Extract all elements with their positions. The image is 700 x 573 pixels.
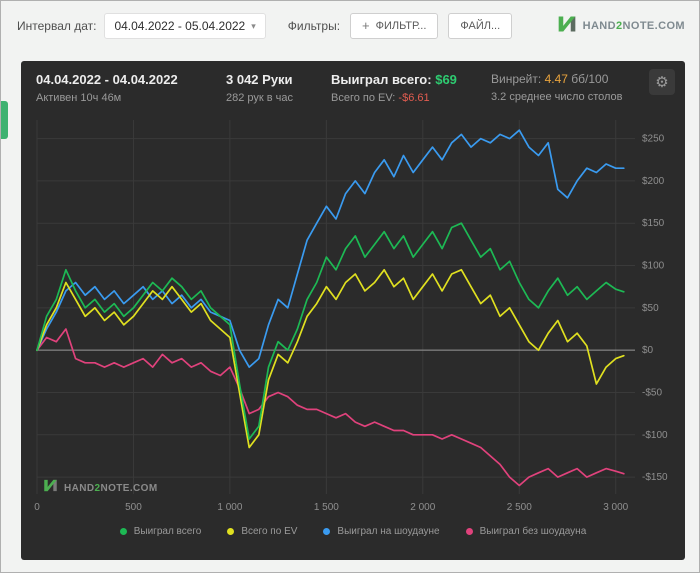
legend-dot xyxy=(227,528,235,535)
legend-item-non-showdown[interactable]: Выиграл без шоудауна xyxy=(465,526,587,537)
stats-panel: 04.04.2022 - 04.04.2022 Активен 10ч 46м … xyxy=(21,61,685,560)
svg-text:-$150: -$150 xyxy=(642,472,668,483)
legend-item-showdown[interactable]: Выиграл на шоудауне xyxy=(323,526,440,537)
legend-label: Выиграл без шоудауна xyxy=(479,526,587,537)
winrate-value: 4.47 xyxy=(544,72,568,86)
legend: Выиграл всего Всего по EV Выиграл на шоу… xyxy=(21,526,685,537)
side-panel-tab[interactable] xyxy=(1,101,8,139)
session-date-range: 04.04.2022 - 04.04.2022 xyxy=(36,72,178,87)
ev-label: Всего по EV: xyxy=(331,92,396,104)
legend-label: Всего по EV xyxy=(241,526,298,537)
legend-dot xyxy=(323,528,331,535)
chevron-down-icon: ▾ xyxy=(251,20,256,31)
interval-label: Интервал дат: xyxy=(17,19,97,33)
session-active-time: Активен 10ч 46м xyxy=(36,92,122,104)
svg-text:2 000: 2 000 xyxy=(410,502,435,513)
svg-text:3 000: 3 000 xyxy=(603,502,628,513)
stat-winnings: Выиграл всего: $69 Всего по EV: -$6.61 xyxy=(331,72,491,104)
chart-watermark: HAND2NOTE.COM xyxy=(43,478,158,498)
stats-header: 04.04.2022 - 04.04.2022 Активен 10ч 46м … xyxy=(21,61,685,104)
svg-text:$200: $200 xyxy=(642,176,665,187)
svg-text:$50: $50 xyxy=(642,303,659,314)
hand2note-h-icon xyxy=(557,14,577,39)
svg-text:$150: $150 xyxy=(642,218,665,229)
gear-icon: ⚙ xyxy=(655,74,669,91)
date-range-dropdown[interactable]: 04.04.2022 - 05.04.2022 ▾ xyxy=(104,13,266,39)
chart: 0 500 1 000 1 500 2 000 2 500 3 000 $250 $200 $15… xyxy=(31,116,675,516)
svg-text:$0: $0 xyxy=(642,345,654,356)
stat-session: 04.04.2022 - 04.04.2022 Активен 10ч 46м xyxy=(36,72,226,104)
svg-text:-$50: -$50 xyxy=(642,387,662,398)
stat-hands: 3 042 Руки 282 рук в час xyxy=(226,72,331,104)
plus-icon: + xyxy=(362,18,370,33)
file-button[interactable]: ФАЙЛ... xyxy=(448,13,513,39)
watermark-text: HAND2NOTE.COM xyxy=(64,482,158,494)
date-range-value: 04.04.2022 - 05.04.2022 xyxy=(114,19,246,33)
add-filter-button[interactable]: + ФИЛЬТР... xyxy=(350,13,439,39)
svg-text:$100: $100 xyxy=(642,261,665,272)
svg-text:0: 0 xyxy=(34,502,40,513)
svg-text:1 500: 1 500 xyxy=(314,502,339,513)
winrate-label: Винрейт: xyxy=(491,72,542,86)
topbar: Интервал дат: 04.04.2022 - 05.04.2022 ▾ … xyxy=(1,1,699,51)
ev-value: -$6.61 xyxy=(398,92,430,104)
hand2note-h-icon xyxy=(43,478,58,498)
svg-text:500: 500 xyxy=(125,502,142,513)
tables-average: 3.2 среднее число столов xyxy=(491,91,623,103)
svg-text:2 500: 2 500 xyxy=(507,502,532,513)
svg-text:$250: $250 xyxy=(642,134,665,145)
hands-per-hour: 282 рук в час xyxy=(226,92,294,104)
legend-label: Выиграл на шоудауне xyxy=(337,526,440,537)
hands-count: 3 042 Руки xyxy=(226,72,293,87)
filters-label: Фильтры: xyxy=(287,19,341,33)
won-value: $69 xyxy=(435,72,457,87)
winrate-units: бб/100 xyxy=(571,72,609,86)
won-label: Выиграл всего: xyxy=(331,72,432,87)
legend-item-ev[interactable]: Всего по EV xyxy=(227,526,297,537)
legend-dot xyxy=(465,528,473,535)
file-button-label: ФАЙЛ... xyxy=(460,20,501,32)
hand2note-logo: HAND2NOTE.COM xyxy=(557,14,685,39)
legend-item-won-total[interactable]: Выиграл всего xyxy=(119,526,202,537)
graph-canvas: 0 500 1 000 1 500 2 000 2 500 3 000 $250 $200 $15… xyxy=(34,120,668,513)
svg-text:-$100: -$100 xyxy=(642,430,668,441)
legend-dot xyxy=(119,528,127,535)
hand2note-logo-text: HAND2NOTE.COM xyxy=(582,20,685,32)
stat-winrate: Винрейт: 4.47 бб/100 3.2 среднее число с… xyxy=(491,72,641,104)
legend-label: Выиграл всего xyxy=(133,526,202,537)
settings-button[interactable]: ⚙ xyxy=(649,69,675,95)
svg-text:1 000: 1 000 xyxy=(217,502,242,513)
add-filter-button-label: ФИЛЬТР... xyxy=(375,20,427,32)
